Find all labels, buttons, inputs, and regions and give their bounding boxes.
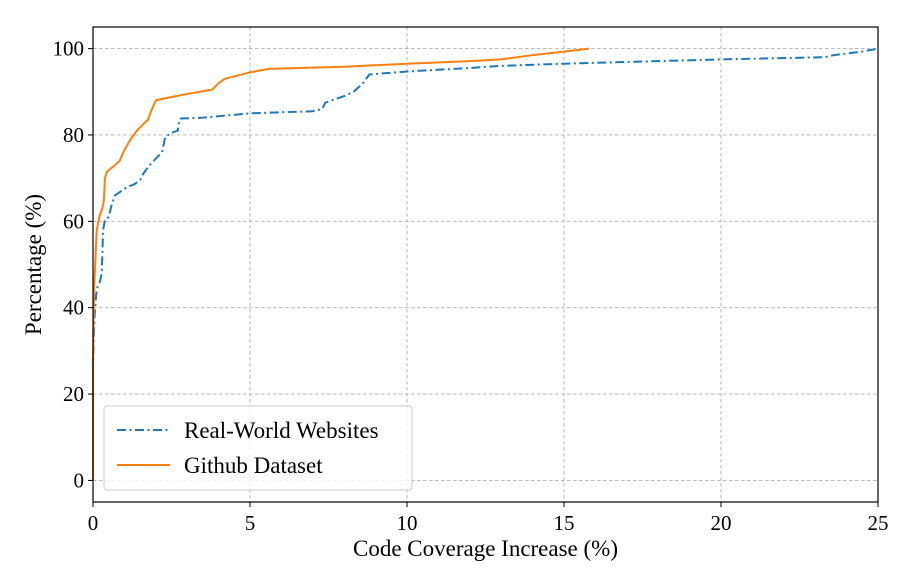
- legend-label-github-dataset: Github Dataset: [184, 453, 323, 478]
- y-tick-label: 60: [63, 209, 84, 233]
- x-tick-label: 20: [711, 511, 732, 535]
- legend-label-real-world-websites: Real-World Websites: [184, 418, 379, 443]
- y-tick-label: 100: [53, 37, 85, 61]
- grid: [92, 27, 879, 502]
- y-tick-label: 0: [74, 468, 85, 492]
- series-line-github-dataset: [92, 47, 590, 481]
- y-tick-label: 20: [63, 382, 84, 406]
- y-tick-label: 80: [63, 123, 84, 147]
- y-axis-label: Percentage (%): [21, 194, 46, 335]
- legend-box: [103, 405, 413, 491]
- series-line-real-world-websites: [92, 47, 879, 481]
- legend: Real-World Websites Github Dataset: [103, 405, 413, 491]
- x-tick-label: 25: [868, 511, 889, 535]
- plot-frame: [92, 26, 879, 503]
- ticks: 0 5 10 15 20 25 0 20 40 60 80 100: [53, 37, 889, 535]
- x-axis-label: Code Coverage Increase (%): [353, 536, 618, 561]
- y-tick-label: 40: [63, 296, 84, 320]
- x-tick-label: 10: [397, 511, 418, 535]
- x-tick-label: 5: [245, 511, 256, 535]
- x-tick-label: 15: [554, 511, 575, 535]
- series-layer: [92, 47, 879, 481]
- x-tick-label: 0: [88, 511, 99, 535]
